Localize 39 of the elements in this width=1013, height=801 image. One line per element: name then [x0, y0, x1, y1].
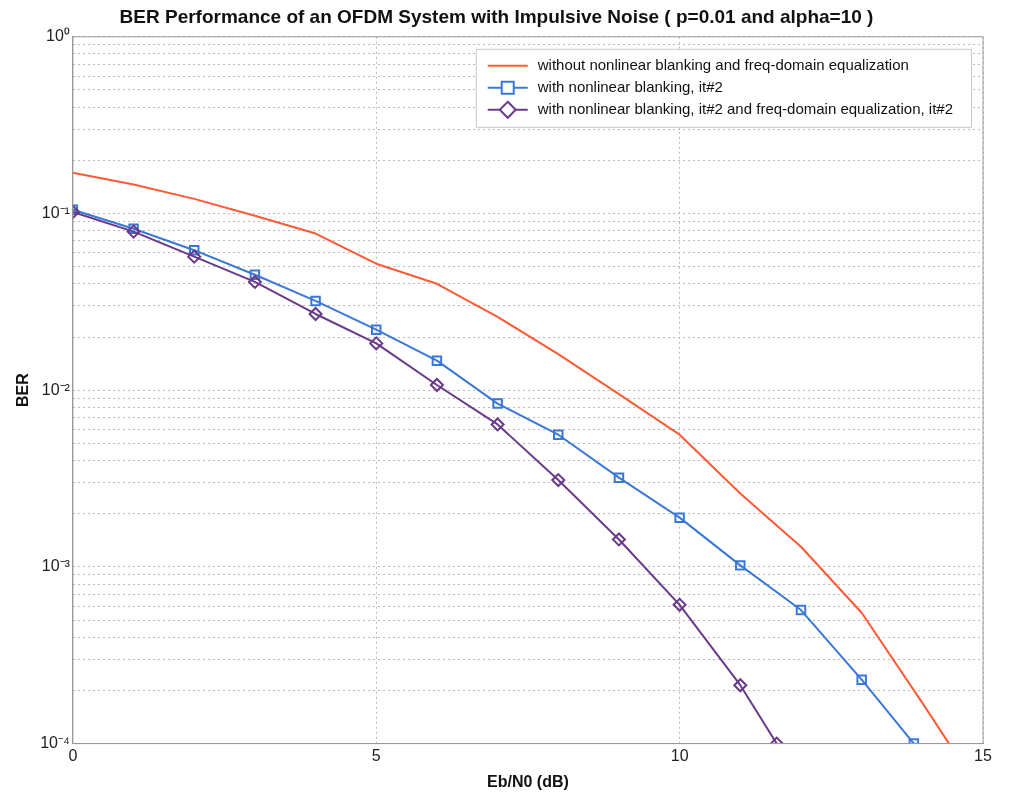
x-tick-label: 10 — [670, 746, 689, 764]
y-tick-label: 10⁻³ — [41, 557, 71, 575]
point — [310, 295, 321, 307]
point — [856, 674, 867, 685]
point — [611, 532, 626, 547]
point — [490, 417, 505, 432]
legend-label: with nonlinear blanking, it#2 — [536, 77, 723, 95]
y-axis-title: BER — [14, 372, 32, 408]
y-tick-label: 10⁻⁴ — [40, 734, 70, 752]
point — [187, 249, 202, 264]
point — [247, 274, 262, 289]
point — [431, 355, 443, 366]
point — [249, 269, 261, 281]
legend-label: without nonlinear blanking and freq-domain equalization — [536, 55, 909, 73]
y-tick-label: 10⁰ — [46, 27, 70, 45]
point — [126, 224, 141, 239]
x-tick-label: 5 — [371, 746, 381, 764]
point — [672, 597, 687, 612]
chart-title: BER Performance of an OFDM System with Impulsive Noise ( p=0.01 and alpha=10 ) — [119, 5, 874, 27]
point — [308, 306, 323, 321]
point — [733, 678, 748, 693]
point — [735, 560, 746, 571]
point — [492, 398, 503, 409]
x-tick-label: 15 — [974, 746, 992, 764]
legend-label: with nonlinear blanking, it#2 and freq-domain equalization, it#2 — [536, 99, 954, 117]
y-tick-label: 10⁻² — [41, 380, 71, 398]
point — [674, 512, 685, 523]
y-tick-label: 10⁻¹ — [41, 203, 70, 221]
point — [551, 473, 566, 488]
point — [429, 378, 444, 393]
point — [128, 223, 139, 234]
point — [188, 244, 200, 256]
x-tick-label: 0 — [68, 746, 78, 764]
point — [553, 429, 564, 440]
x-axis-title: Eb/N0 (dB) — [487, 772, 569, 790]
point — [371, 324, 382, 335]
point — [369, 336, 384, 351]
point — [613, 472, 625, 483]
point — [795, 604, 807, 616]
